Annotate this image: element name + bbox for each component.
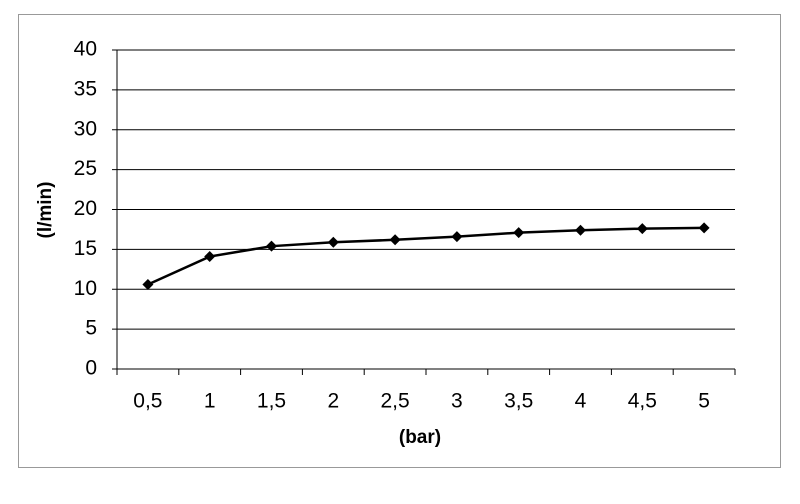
marker	[204, 251, 216, 263]
series-line	[147, 226, 705, 286]
y-tick-label: 25	[74, 157, 97, 180]
y-tick-label: 20	[74, 197, 97, 220]
marker	[389, 234, 401, 246]
x-tick-label: 0,5	[133, 390, 162, 413]
x-tick-label: 2,5	[380, 390, 409, 413]
x-tick-label: 5	[698, 390, 710, 413]
x-tick-label: 1,5	[257, 390, 286, 413]
marker	[142, 278, 154, 290]
x-tick-label: 3,5	[504, 390, 533, 413]
x-tick-label: 2	[327, 390, 339, 413]
marker	[636, 223, 648, 235]
y-axis-title: (l/min)	[35, 182, 56, 239]
x-tick-label: 4,5	[628, 390, 657, 413]
marker	[451, 231, 463, 243]
marker	[698, 222, 710, 234]
x-axis-title: (bar)	[399, 427, 441, 448]
x-tick-label: 3	[451, 390, 463, 413]
x-tick-label: 1	[204, 390, 216, 413]
marker	[327, 236, 339, 248]
y-tick-label: 35	[74, 77, 97, 100]
y-tick-label: 40	[74, 38, 97, 61]
y-tick-label: 0	[85, 357, 97, 380]
marker	[513, 227, 525, 239]
y-tick-label: 30	[74, 117, 97, 140]
marker	[575, 224, 586, 236]
marker	[266, 240, 277, 252]
y-tick-label: 5	[85, 317, 97, 340]
x-tick-label: 4	[575, 390, 587, 413]
y-tick-label: 10	[74, 277, 97, 300]
y-tick-label: 15	[74, 237, 97, 260]
